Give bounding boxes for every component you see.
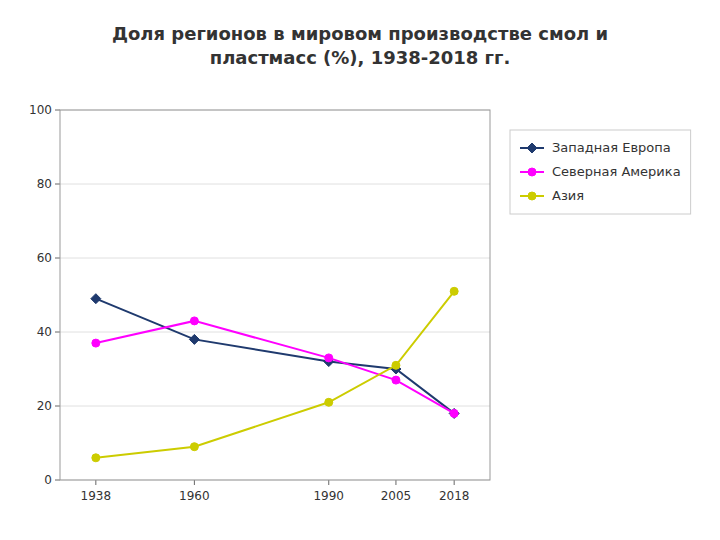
marker: [92, 454, 100, 462]
title-line: пластмасс (%), 1938-2018 гг.: [210, 47, 511, 68]
y-tick: [55, 184, 60, 185]
legend-label: Западная Европа: [552, 140, 671, 155]
grid-line: [60, 332, 490, 333]
y-tick: [55, 258, 60, 259]
y-tick-label: 80: [37, 177, 52, 191]
y-tick: [55, 332, 60, 333]
legend-marker: [527, 143, 537, 153]
y-tick-label: 40: [37, 325, 52, 339]
x-tick-label: 2018: [439, 489, 470, 503]
chart-container: Доля регионов в мировом производстве смо…: [0, 0, 720, 540]
marker: [450, 409, 458, 417]
y-tick-label: 100: [29, 103, 52, 117]
marker: [190, 317, 198, 325]
grid-line: [60, 258, 490, 259]
series-line: [96, 299, 454, 414]
y-tick-label: 20: [37, 399, 52, 413]
marker: [392, 376, 400, 384]
marker: [325, 398, 333, 406]
legend-marker: [528, 168, 536, 176]
series-line: [96, 291, 454, 458]
grid-line: [60, 406, 490, 407]
plot-frame: [60, 110, 490, 480]
marker: [392, 361, 400, 369]
legend-box: [510, 130, 691, 214]
x-tick: [95, 480, 96, 485]
x-tick: [194, 480, 195, 485]
marker: [325, 354, 333, 362]
marker: [189, 334, 199, 344]
legend: Западная Европа Северная Америка Азия: [510, 130, 691, 214]
legend-label: Азия: [552, 188, 584, 203]
x-tick: [454, 480, 455, 485]
chart-title: Доля регионов в мировом производстве смо…: [112, 23, 608, 68]
x-tick: [328, 480, 329, 485]
marker: [190, 443, 198, 451]
x-tick-label: 1938: [81, 489, 112, 503]
y-tick: [55, 480, 60, 481]
plot-area: [60, 110, 490, 480]
grid-line: [60, 184, 490, 185]
chart-svg: Доля регионов в мировом производстве смо…: [0, 0, 720, 540]
y-tick: [55, 110, 60, 111]
legend-label: Северная Америка: [552, 164, 681, 179]
legend-marker: [528, 192, 536, 200]
y-tick-label: 0: [44, 473, 52, 487]
y-tick: [55, 406, 60, 407]
marker: [92, 339, 100, 347]
marker: [450, 287, 458, 295]
x-tick: [395, 480, 396, 485]
series-line: [96, 321, 454, 414]
marker: [449, 408, 459, 418]
marker: [91, 294, 101, 304]
x-tick-label: 1990: [313, 489, 344, 503]
x-tick-label: 2005: [381, 489, 412, 503]
series-group: [91, 287, 459, 462]
title-line: Доля регионов в мировом производстве смо…: [112, 23, 608, 44]
y-tick-label: 60: [37, 251, 52, 265]
x-tick-label: 1960: [179, 489, 210, 503]
